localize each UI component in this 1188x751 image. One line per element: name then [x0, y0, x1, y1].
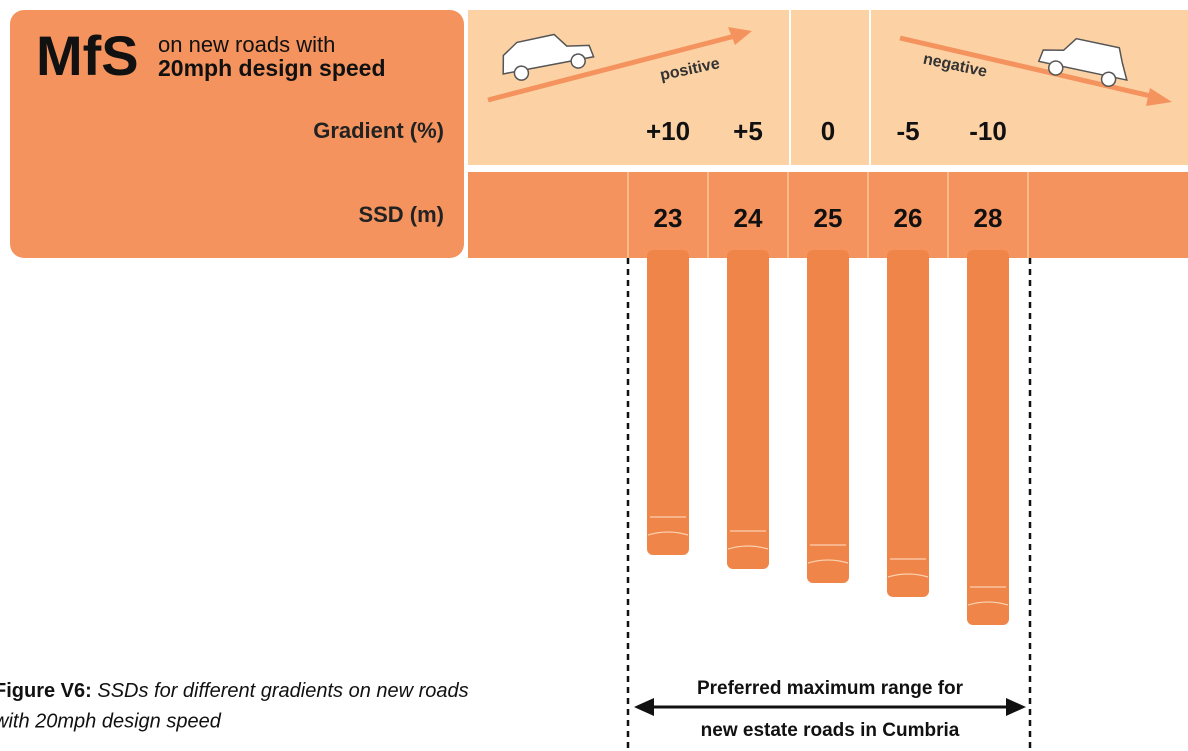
ssd-value: 25 — [814, 203, 843, 233]
gradient-value: +5 — [733, 116, 763, 146]
ssd-bar — [727, 250, 769, 569]
gradient-value: 0 — [821, 116, 835, 146]
ssd-value: 23 — [654, 203, 683, 233]
header-line1: on new roads with — [158, 32, 335, 57]
gradient-label: Gradient (%) — [313, 118, 444, 143]
header-abbr: MfS — [36, 24, 139, 87]
ssd-bar — [807, 250, 849, 583]
caption-label: Figure V6: — [0, 680, 92, 702]
ssd-value: 28 — [974, 203, 1003, 233]
figure: MfS on new roads with 20mph design speed… — [0, 0, 1188, 751]
ssd-bar — [647, 250, 689, 555]
ssd-label: SSD (m) — [358, 202, 444, 227]
range-label: new estate roads in Cumbria — [701, 720, 960, 741]
arrow-head — [634, 698, 654, 716]
arrow-head — [1006, 698, 1026, 716]
gradient-value: +10 — [646, 116, 690, 146]
ssd-value: 24 — [734, 203, 763, 233]
caption: Figure V6: SSDs for different gradients … — [0, 680, 469, 702]
range-label: Preferred maximum range for — [697, 678, 964, 699]
ssd-bar — [887, 250, 929, 597]
ssd-value: 26 — [894, 203, 923, 233]
gradient-value: -10 — [969, 116, 1007, 146]
gradient-value: -5 — [896, 116, 919, 146]
header-line2: 20mph design speed — [158, 55, 386, 81]
ssd-bar — [967, 250, 1009, 625]
caption-text: SSDs for different gradients on new road… — [97, 680, 468, 702]
bars — [647, 250, 1009, 625]
caption-text: with 20mph design speed — [0, 710, 222, 732]
page: MfS on new roads with 20mph design speed… — [0, 0, 1188, 751]
